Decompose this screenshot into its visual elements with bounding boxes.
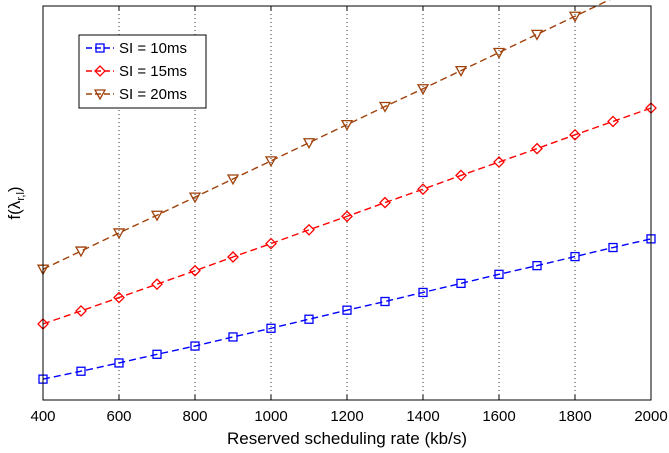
x-axis-label: Reserved scheduling rate (kb/s) — [227, 429, 467, 448]
data-point — [265, 237, 277, 250]
data-point — [74, 246, 88, 258]
data-point — [570, 251, 580, 262]
y-axis-label-close: ) — [5, 186, 24, 192]
series-line — [42, 107, 652, 325]
x-tick-label: 600 — [106, 408, 131, 425]
data-point — [150, 210, 164, 222]
data-point — [188, 192, 202, 204]
series-2 — [37, 102, 657, 330]
data-point — [227, 251, 239, 263]
data-point — [531, 142, 543, 155]
data-point — [607, 115, 619, 128]
y-axis-label-subscript: r,l — [15, 192, 27, 201]
data-point — [532, 260, 542, 271]
data-point — [379, 196, 391, 209]
data-point — [378, 101, 392, 113]
data-point — [341, 210, 353, 223]
series-3 — [36, 0, 611, 276]
data-point — [75, 305, 87, 317]
data-point — [304, 314, 314, 324]
data-point — [151, 278, 163, 291]
x-tick-label: 1800 — [558, 408, 591, 425]
data-point — [113, 291, 125, 304]
data-point — [416, 84, 430, 96]
data-point — [266, 323, 276, 333]
legend: SI = 10ms SI = 15ms SI = 20ms — [78, 34, 207, 109]
data-point — [302, 138, 316, 150]
data-point — [568, 11, 582, 23]
data-point — [114, 358, 124, 368]
data-point — [112, 228, 126, 240]
data-point — [380, 296, 390, 307]
x-tick-label: 2000 — [634, 408, 667, 425]
data-point — [76, 366, 86, 376]
series-line — [42, 0, 611, 270]
axis-ticks: 400 600 800 1000 1200 1400 1600 1800 2000 — [30, 6, 668, 425]
legend-marker — [95, 43, 105, 53]
data-point — [608, 242, 618, 253]
data-point — [454, 65, 468, 77]
legend-label: SI = 20ms — [119, 86, 187, 103]
data-point — [492, 47, 506, 59]
data-point — [493, 156, 505, 168]
data-point — [264, 156, 278, 168]
x-tick-label: 1000 — [254, 408, 287, 425]
series-line — [42, 238, 652, 380]
data-point — [417, 183, 429, 196]
data-point — [342, 305, 352, 315]
legend-marker — [94, 65, 106, 77]
data-point — [569, 128, 581, 141]
y-axis-label-main: f(λ — [5, 200, 24, 219]
data-point — [303, 223, 315, 236]
x-tick-label: 1600 — [482, 408, 515, 425]
x-tick-label: 1200 — [330, 408, 363, 425]
data-point — [340, 119, 354, 131]
series-layer — [36, 0, 657, 384]
data-point — [418, 287, 428, 298]
data-point — [190, 341, 200, 351]
x-tick-label: 400 — [30, 408, 55, 425]
data-point — [530, 29, 544, 41]
data-point — [494, 269, 504, 279]
x-tick-label: 800 — [182, 408, 207, 425]
x-tick-label: 1400 — [406, 408, 439, 425]
y-axis-label: f(λr,l) — [5, 186, 27, 219]
data-point — [228, 332, 238, 342]
data-point — [226, 174, 240, 186]
data-point — [152, 349, 162, 359]
data-point — [455, 169, 467, 182]
legend-label: SI = 10ms — [119, 40, 187, 57]
series-1 — [38, 234, 656, 384]
data-point — [189, 264, 201, 277]
legend-label: SI = 15ms — [119, 63, 187, 80]
data-point — [456, 278, 466, 289]
legend-marker — [93, 89, 107, 101]
